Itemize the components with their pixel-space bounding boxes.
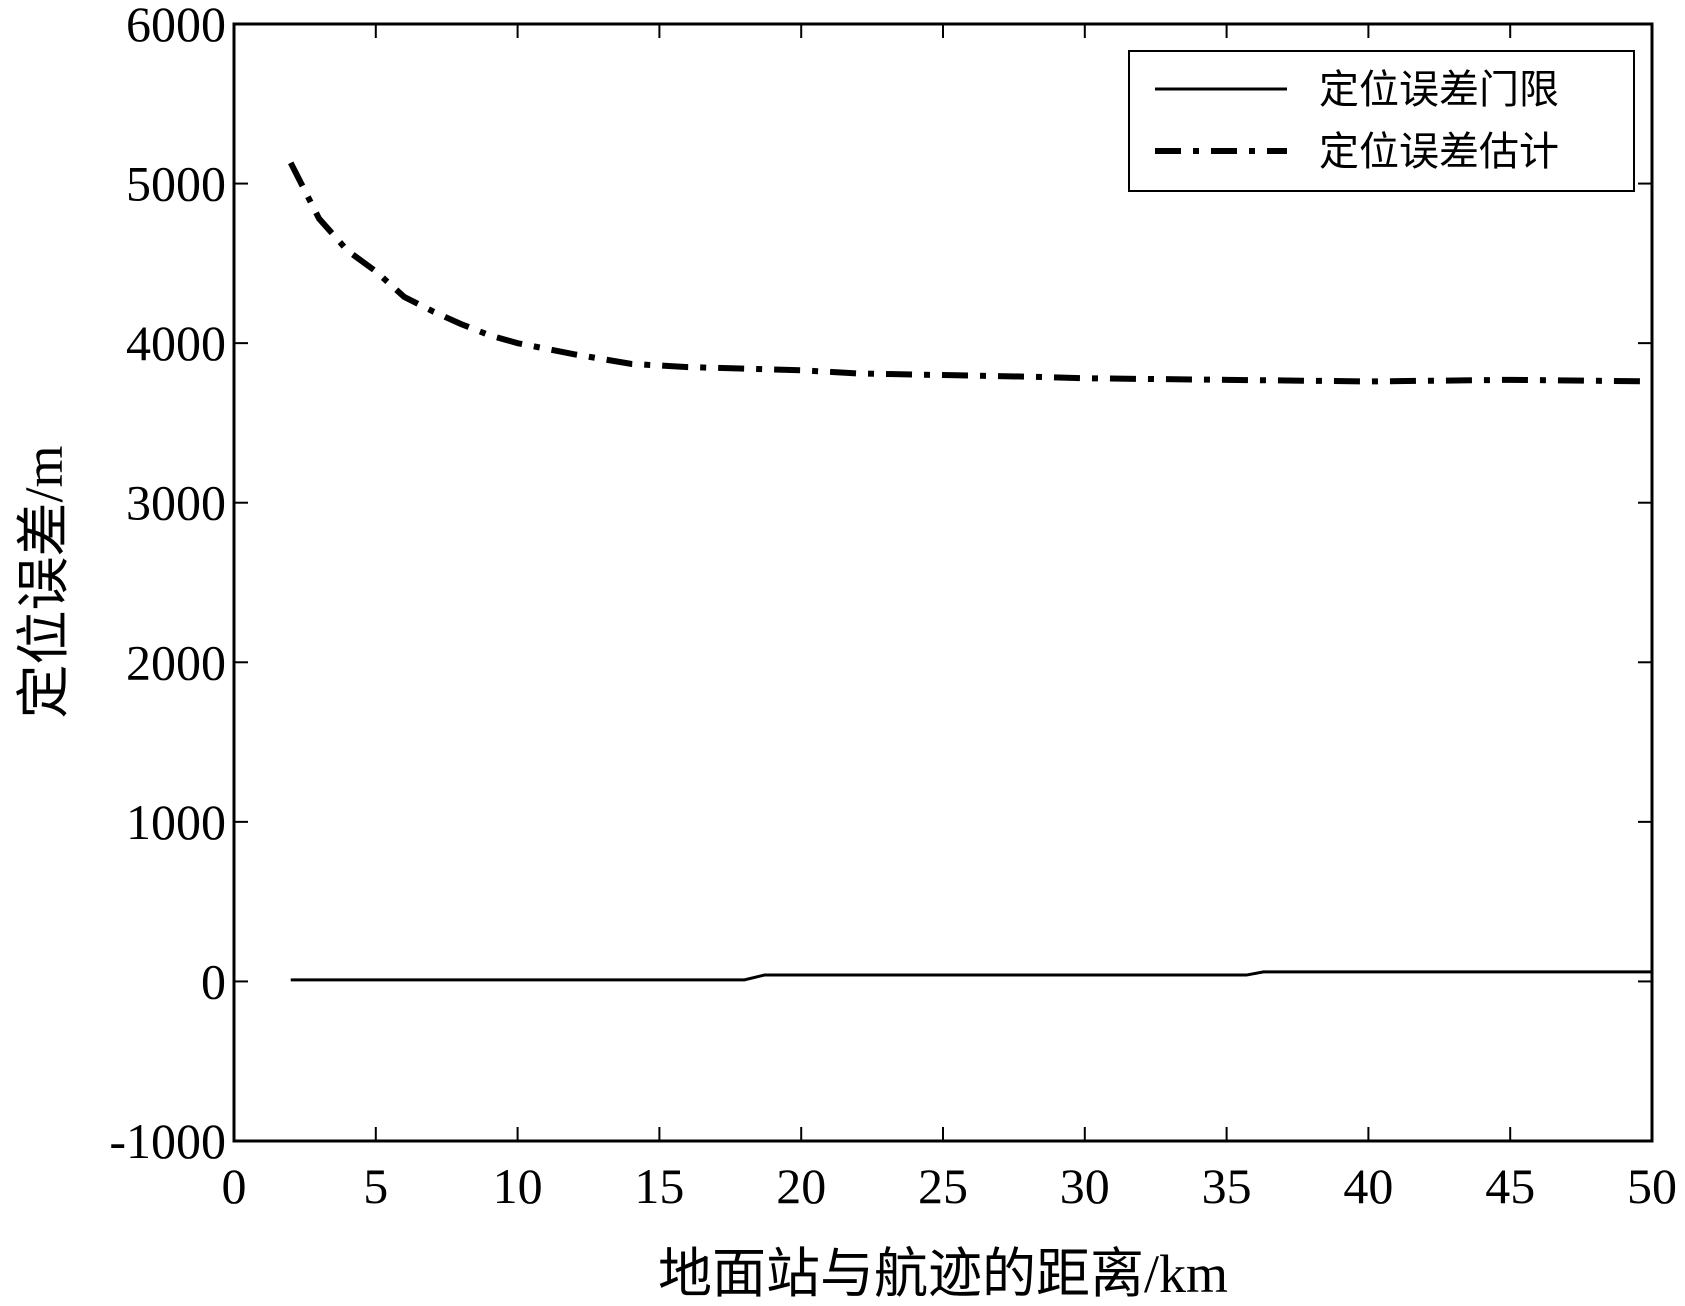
y-tick-label: 6000 [126,0,226,52]
y-tick-label: 1000 [126,794,226,850]
legend-label: 定位误差门限 [1319,67,1559,112]
x-tick-label: 20 [776,1158,826,1214]
x-tick-label: 40 [1343,1158,1393,1214]
x-tick-label: 10 [493,1158,543,1214]
y-tick-label: 4000 [126,315,226,371]
x-tick-label: 5 [363,1158,388,1214]
y-tick-label: 3000 [126,475,226,531]
x-tick-label: 50 [1627,1158,1677,1214]
y-tick-label: -1000 [109,1113,226,1169]
series-line [288,161,1653,385]
y-tick-label: 0 [201,953,226,1009]
legend-box [1128,50,1635,192]
series-line [290,970,1652,982]
legend-label: 定位误差估计 [1319,129,1559,174]
x-axis-label: 地面站与航迹的距离/km [658,1244,1228,1304]
x-tick-label: 30 [1060,1158,1110,1214]
x-tick-label: 25 [918,1158,968,1214]
y-tick-label: 5000 [126,156,226,212]
x-tick-label: 35 [1202,1158,1252,1214]
y-tick-label: 2000 [126,634,226,690]
x-tick-label: 0 [222,1158,247,1214]
y-axis-label: 定位误差/m [14,445,74,718]
x-tick-label: 45 [1485,1158,1535,1214]
x-tick-label: 15 [634,1158,684,1214]
